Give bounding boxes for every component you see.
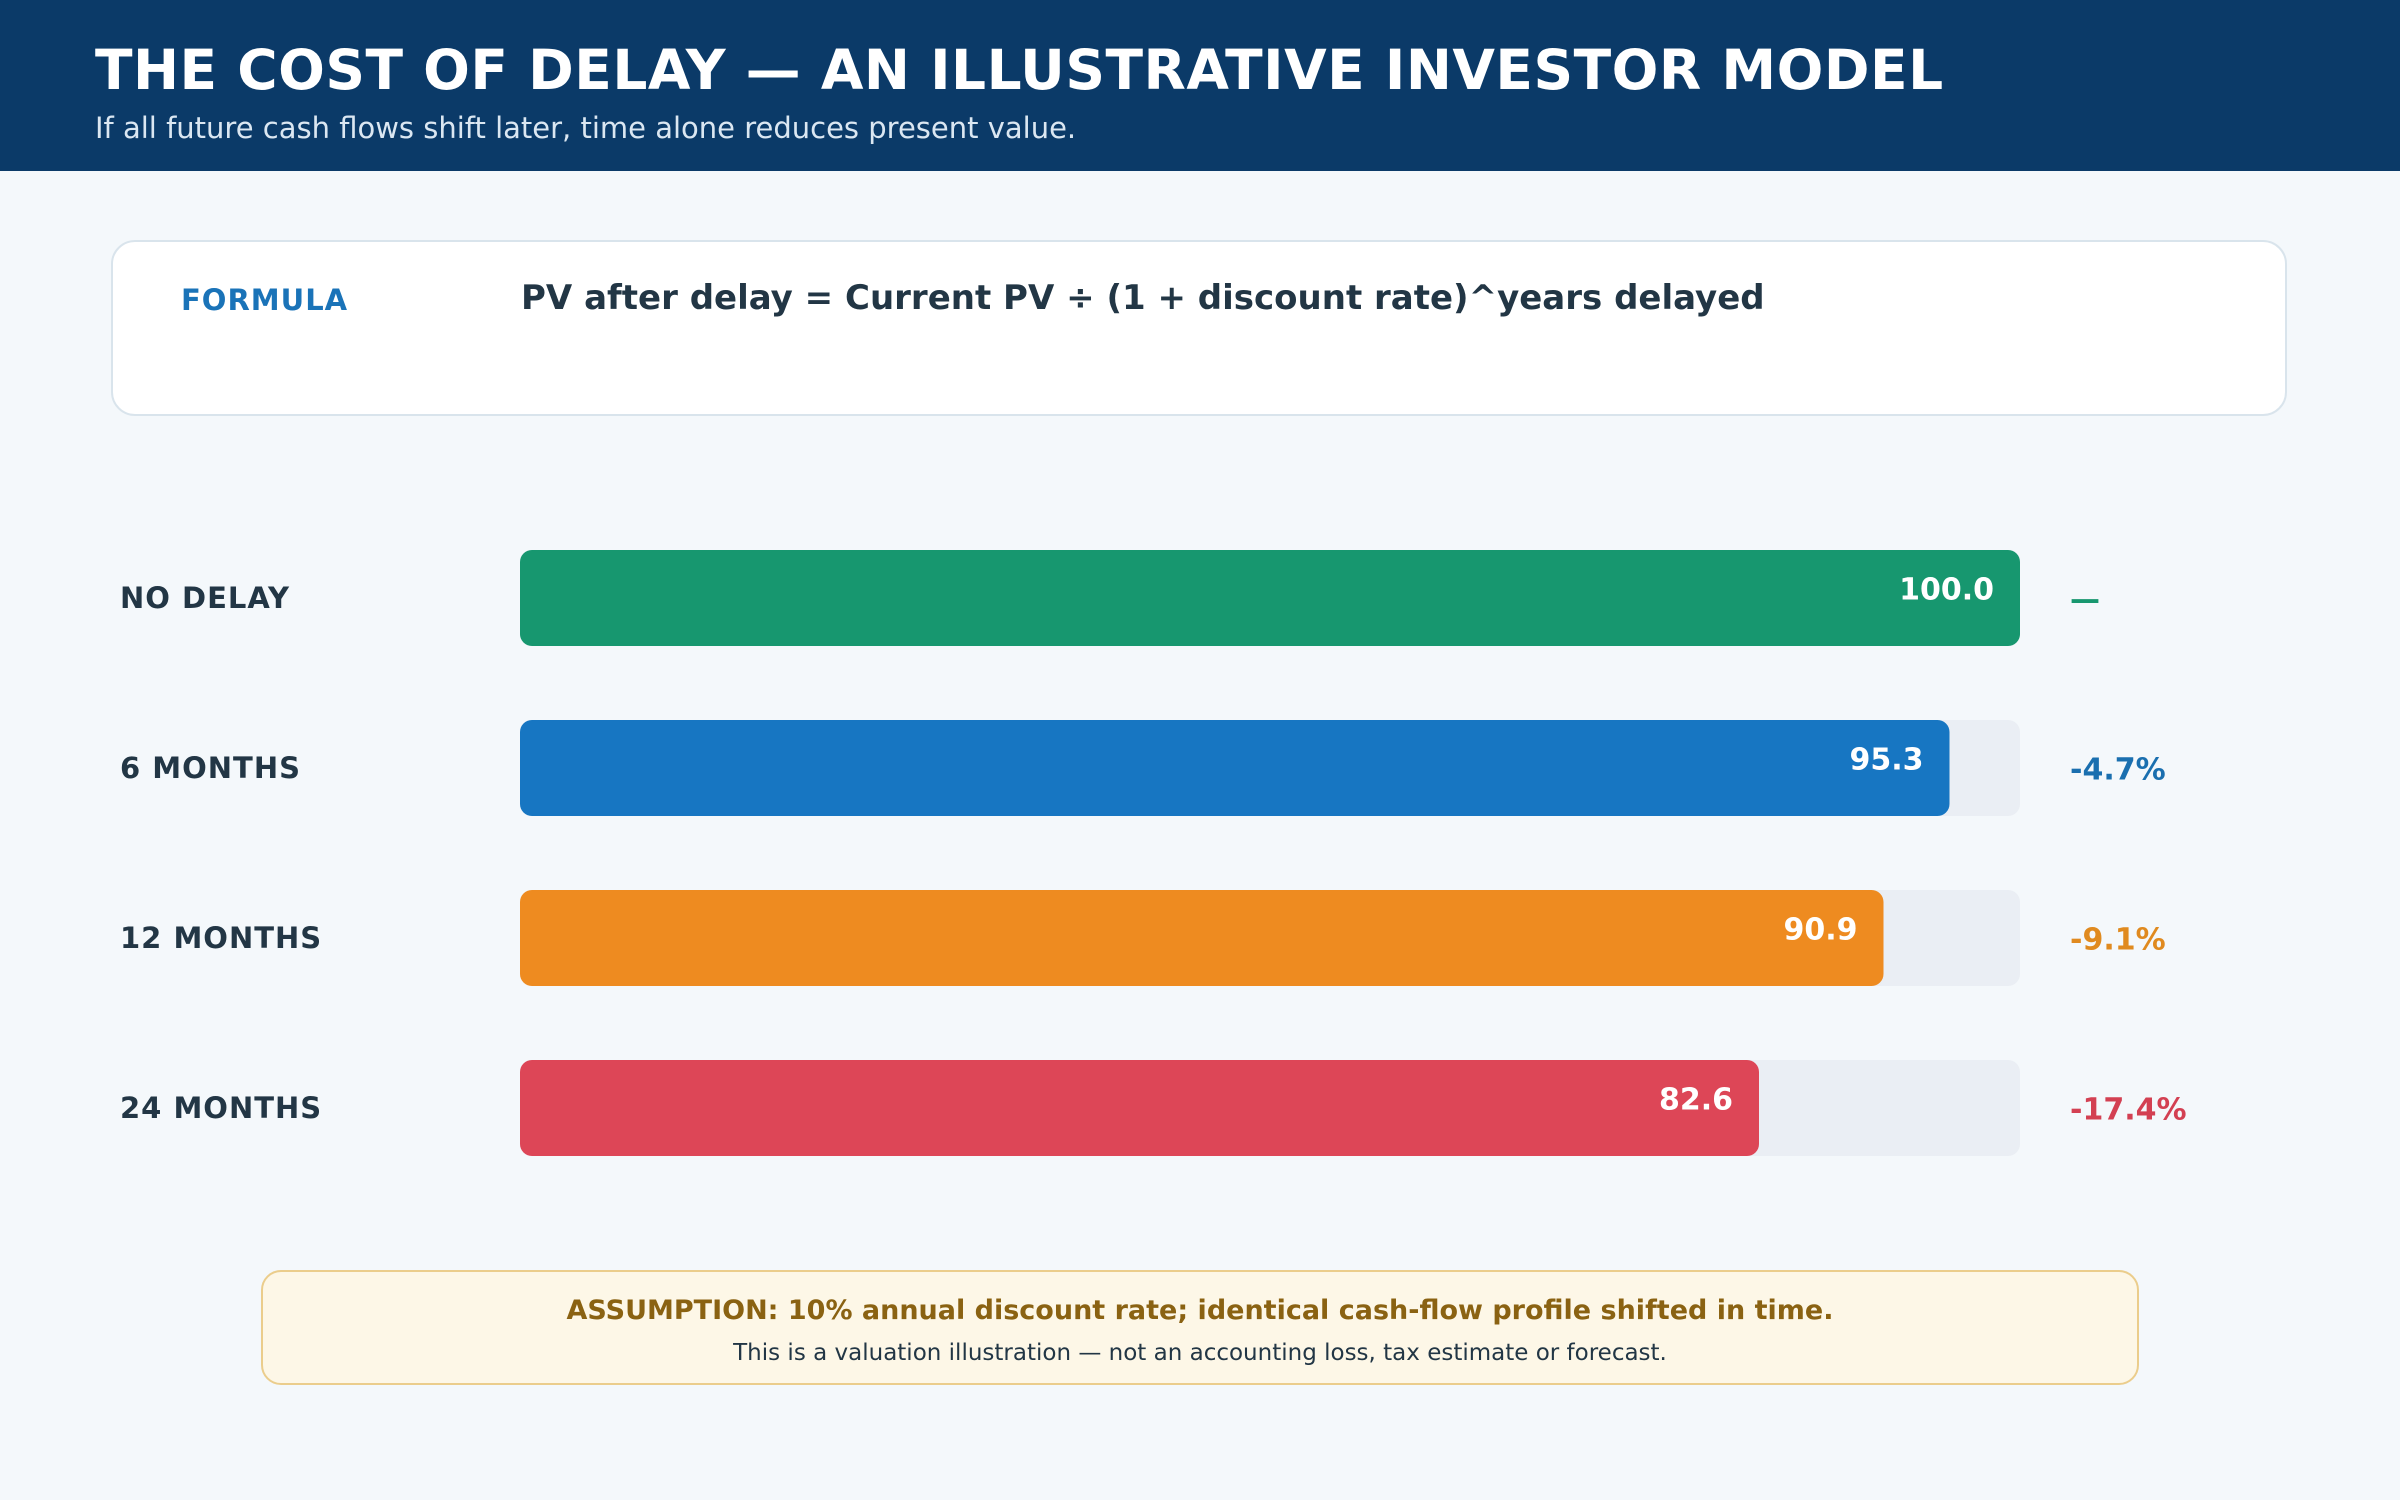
page-title: THE COST OF DELAY — AN ILLUSTRATIVE INVE… (95, 38, 1944, 102)
delay-bar-chart: NO DELAY 100.0 — 6 MONTHS 95.3 -4.7% 12 MONTHS… (120, 550, 2187, 1156)
bar-24-months (520, 1060, 1759, 1156)
bar-value-12-months: 90.9 (1783, 913, 1857, 948)
header-banner: THE COST OF DELAY — AN ILLUSTRATIVE INVE… (0, 0, 2400, 171)
bar-change-no-delay: — (2070, 583, 2100, 618)
bar-label-no-delay: NO DELAY (120, 581, 290, 615)
bar-no-delay (520, 550, 2020, 646)
disclaimer-text: This is a valuation illustration — not a… (733, 1340, 1667, 1366)
page-subtitle: If all future cash flows shift later, ti… (95, 111, 1077, 145)
formula-label: FORMULA (181, 283, 349, 317)
bar-change-24-months: -17.4% (2070, 1093, 2187, 1128)
bar-6-months (520, 720, 1950, 816)
bar-label-24-months: 24 MONTHS (120, 1091, 322, 1125)
bar-value-6-months: 95.3 (1849, 743, 1923, 778)
formula-text: PV after delay = Current PV ÷ (1 + disco… (521, 278, 1765, 318)
bar-label-12-months: 12 MONTHS (120, 921, 322, 955)
bar-change-6-months: -4.7% (2070, 753, 2166, 788)
bar-value-24-months: 82.6 (1659, 1083, 1733, 1118)
formula-card: FORMULA PV after delay = Current PV ÷ (1… (111, 240, 2287, 416)
assumption-text: ASSUMPTION: 10% annual discount rate; id… (566, 1295, 1834, 1326)
bar-label-6-months: 6 MONTHS (120, 751, 301, 785)
assumption-note: ASSUMPTION: 10% annual discount rate; id… (261, 1270, 2139, 1385)
bar-value-no-delay: 100.0 (1899, 573, 1994, 608)
bar-12-months (520, 890, 1884, 986)
bar-change-12-months: -9.1% (2070, 923, 2166, 958)
